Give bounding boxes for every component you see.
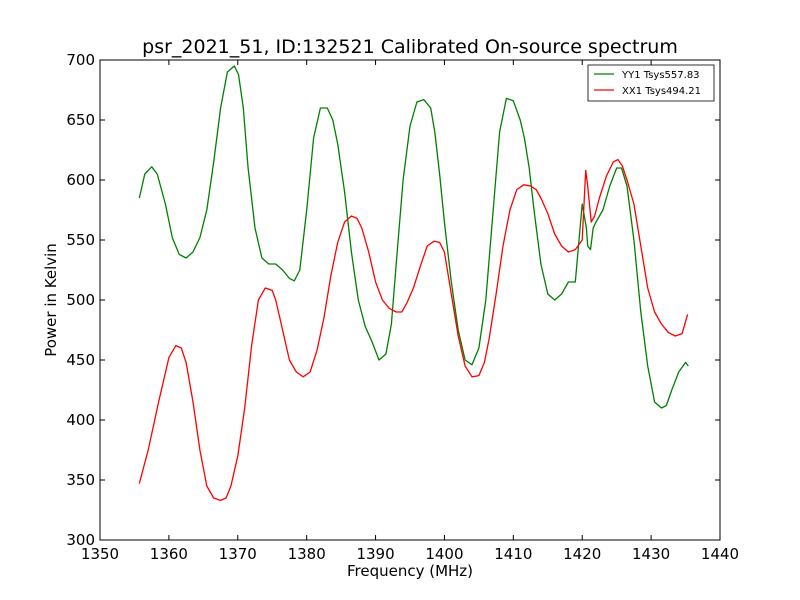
legend-label-yy1: YY1 Tsys557.83	[621, 70, 700, 81]
x-tick-label: 1430	[632, 545, 670, 563]
chart-title: psr_2021_51, ID:132521 Calibrated On-sou…	[142, 36, 678, 58]
plot-area	[99, 59, 721, 541]
y-tick-label: 650	[66, 111, 95, 129]
x-tick-label: 1350	[81, 545, 119, 563]
y-tick-label: 350	[66, 471, 95, 489]
x-tick-label: 1420	[563, 545, 601, 563]
x-tick-label: 1440	[701, 545, 739, 563]
axis-tick-labels: 1350 1360 1370 1380 1390 1400 1410 1420 1430 1440…	[66, 51, 739, 563]
series-line-yy1	[138, 65, 689, 409]
y-tick-label: 300	[66, 531, 95, 549]
x-tick-label: 1400	[425, 545, 463, 563]
y-tick-label: 600	[66, 171, 95, 189]
legend: YY1 Tsys557.83 XX1 Tsys494.21	[587, 64, 715, 102]
series-layer	[138, 65, 689, 502]
x-axis-label: Frequency (MHz)	[347, 562, 473, 580]
x-tick-label: 1360	[150, 545, 188, 563]
series-line-xx1	[138, 158, 689, 502]
x-tick-label: 1370	[219, 545, 257, 563]
x-tick-label: 1410	[494, 545, 532, 563]
y-axis-label: Power in Kelvin	[42, 243, 60, 357]
y-tick-label: 550	[66, 231, 95, 249]
x-tick-label: 1390	[356, 545, 394, 563]
y-tick-label: 700	[66, 51, 95, 69]
x-tick-label: 1380	[288, 545, 326, 563]
y-tick-label: 400	[66, 411, 95, 429]
legend-box	[587, 64, 715, 102]
y-tick-label: 500	[66, 291, 95, 309]
legend-label-xx1: XX1 Tsys494.21	[622, 86, 701, 97]
y-tick-label: 450	[66, 351, 95, 369]
axis-ticks	[99, 59, 721, 541]
